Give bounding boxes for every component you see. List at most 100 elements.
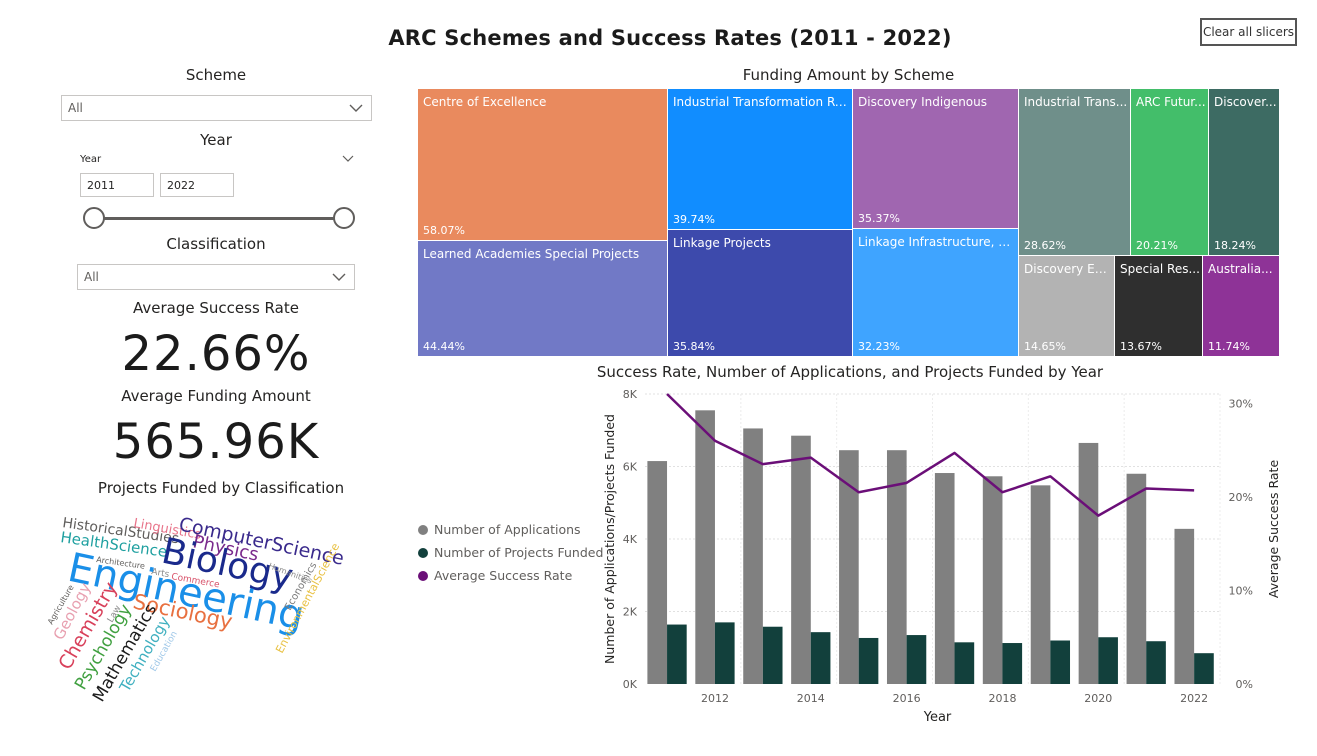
- tile-pct: 18.24%: [1214, 239, 1256, 252]
- x-tick-label: 2018: [988, 692, 1016, 705]
- tile-linkage-projects[interactable]: Linkage Projects 35.84%: [668, 230, 853, 357]
- tile-pct: 14.65%: [1024, 340, 1066, 353]
- avg-success-rate-label: Average Success Rate: [133, 299, 299, 317]
- tile-label: Discover...: [1214, 95, 1277, 109]
- year-sub-label: Year: [80, 154, 102, 165]
- tile-learned-academies[interactable]: Learned Academies Special Projects 44.44…: [418, 241, 668, 357]
- year-range-end-handle[interactable]: [333, 207, 355, 229]
- word-arts[interactable]: Arts: [150, 567, 170, 580]
- bar-applications-2017[interactable]: [934, 473, 955, 684]
- y2-tick-label: 0%: [1236, 678, 1253, 691]
- y-tick-label: 6K: [623, 461, 638, 474]
- bar-applications-2016[interactable]: [886, 450, 907, 684]
- tile-label: Industrial Transformation Re...: [673, 95, 849, 109]
- y2-axis-title: Average Success Rate: [1266, 460, 1281, 599]
- tile-pct: 28.62%: [1024, 239, 1066, 252]
- classification-dropdown[interactable]: All: [77, 264, 355, 290]
- x-tick-label: 2020: [1084, 692, 1112, 705]
- year-slicer-title: Year: [200, 131, 232, 149]
- tile-label: Discovery Indigenous: [858, 95, 987, 109]
- legend-item-projects-funded[interactable]: Number of Projects Funded: [418, 545, 603, 560]
- scheme-dropdown[interactable]: All: [61, 95, 372, 121]
- page-title: ARC Schemes and Success Rates (2011 - 20…: [388, 26, 952, 50]
- bar-projects-funded-2019[interactable]: [1050, 640, 1071, 685]
- bar-applications-2019[interactable]: [1030, 485, 1051, 684]
- tile-centre-of-excellence[interactable]: Centre of Excellence 58.07%: [418, 89, 668, 241]
- combo-chart: 0K 2K 4K 6K 8K 0% 10% 20% 30% 2012 2014 2016 2018 202…: [602, 388, 1281, 725]
- tile-label: Linkage Projects: [673, 236, 771, 250]
- tile-discovery-indigenous[interactable]: Discovery Indigenous 35.37%: [853, 89, 1019, 229]
- bar-applications-2012[interactable]: [695, 410, 715, 684]
- year-range-track: [95, 217, 345, 220]
- bar-applications-2014[interactable]: [791, 435, 811, 684]
- bar-applications-2015[interactable]: [839, 450, 859, 684]
- tile-linkage-infrastructure[interactable]: Linkage Infrastructure, E... 32.23%: [853, 229, 1019, 357]
- bar-applications-2022[interactable]: [1174, 528, 1195, 684]
- bar-applications-2011[interactable]: [647, 461, 668, 684]
- tile-discovery-early-career[interactable]: Discovery Ea... 14.65%: [1019, 256, 1115, 357]
- avg-success-rate-value: 22.66%: [121, 326, 311, 382]
- treemap-title: Funding Amount by Scheme: [742, 66, 955, 84]
- tile-pct: 11.74%: [1208, 340, 1250, 353]
- bar-applications-2013[interactable]: [743, 428, 763, 684]
- legend-dot: [418, 547, 428, 558]
- bar-projects-funded-2015[interactable]: [858, 637, 879, 684]
- wordcloud-title: Projects Funded by Classification: [97, 479, 345, 497]
- tile-label: Learned Academies Special Projects: [423, 247, 640, 261]
- chevron-down-icon[interactable]: [342, 153, 354, 165]
- year-end-input[interactable]: 2022: [160, 173, 234, 197]
- x-tick-label: 2012: [701, 692, 729, 705]
- scheme-slicer-title: Scheme: [185, 66, 247, 84]
- bar-projects-funded-2020[interactable]: [1098, 637, 1118, 684]
- y2-tick-label: 20%: [1229, 491, 1253, 504]
- bar-projects-funded-2013[interactable]: [762, 626, 783, 684]
- tile-pct: 44.44%: [423, 340, 465, 353]
- x-tick-label: 2014: [797, 692, 825, 705]
- tile-discovery-projects[interactable]: Discover... 18.24%: [1209, 89, 1280, 256]
- bar-projects-funded-2014[interactable]: [810, 632, 831, 684]
- legend-item-applications[interactable]: Number of Applications: [418, 522, 603, 537]
- scheme-dropdown-value: All: [68, 101, 83, 115]
- tile-label: Linkage Infrastructure, E...: [858, 235, 1016, 249]
- year-range-start-handle[interactable]: [83, 207, 105, 229]
- tile-industrial-transformation-training[interactable]: Industrial Trans... 28.62%: [1019, 89, 1131, 256]
- tile-pct: 39.74%: [673, 213, 715, 226]
- x-tick-label: 2022: [1180, 692, 1208, 705]
- bar-applications-2018[interactable]: [982, 476, 1003, 684]
- tile-pct: 35.84%: [673, 340, 715, 353]
- legend-dot: [418, 524, 428, 535]
- legend-item-success-rate[interactable]: Average Success Rate: [418, 568, 603, 583]
- classification-dropdown-value: All: [84, 270, 99, 284]
- bar-projects-funded-2011[interactable]: [667, 624, 687, 684]
- combo-legend: Number of Applications Number of Project…: [418, 522, 603, 583]
- classification-slicer-title: Classification: [166, 235, 266, 253]
- bar-projects-funded-2021[interactable]: [1146, 641, 1166, 684]
- tile-label: Special Res...: [1120, 262, 1200, 276]
- clear-all-slicers-button[interactable]: Clear all slicers: [1200, 18, 1297, 46]
- bar-applications-2021[interactable]: [1126, 473, 1147, 684]
- tile-industrial-transformation-research[interactable]: Industrial Transformation Re... 39.74%: [668, 89, 853, 230]
- y2-tick-label: 10%: [1229, 584, 1253, 597]
- tile-label: Industrial Trans...: [1024, 95, 1128, 109]
- tile-special-research[interactable]: Special Res... 13.67%: [1115, 256, 1203, 357]
- bar-projects-funded-2017[interactable]: [954, 642, 975, 684]
- chevron-down-icon: [332, 273, 346, 281]
- tile-pct: 20.21%: [1136, 239, 1178, 252]
- bar-projects-funded-2018[interactable]: [1002, 643, 1023, 684]
- chevron-down-icon: [349, 104, 363, 112]
- bar-projects-funded-2022[interactable]: [1194, 653, 1214, 684]
- avg-funding-label: Average Funding Amount: [121, 387, 311, 405]
- bar-projects-funded-2012[interactable]: [714, 622, 735, 684]
- legend-label: Number of Projects Funded: [434, 545, 604, 560]
- tile-australian-laureate[interactable]: Australia... 11.74%: [1203, 256, 1280, 357]
- combo-chart-title: Success Rate, Number of Applications, an…: [596, 363, 1104, 381]
- y-axis-title: Number of Applications/Projects Funded: [602, 414, 617, 664]
- tile-arc-future-fellowships[interactable]: ARC Futur... 20.21%: [1131, 89, 1209, 256]
- line-average-success-rate[interactable]: [666, 393, 1195, 517]
- x-axis-title: Year: [923, 710, 952, 725]
- bar-applications-2020[interactable]: [1078, 442, 1099, 684]
- year-start-input[interactable]: 2011: [80, 173, 154, 197]
- avg-funding-value: 565.96K: [112, 414, 320, 470]
- bar-projects-funded-2016[interactable]: [906, 635, 927, 684]
- tile-pct: 35.37%: [858, 212, 900, 225]
